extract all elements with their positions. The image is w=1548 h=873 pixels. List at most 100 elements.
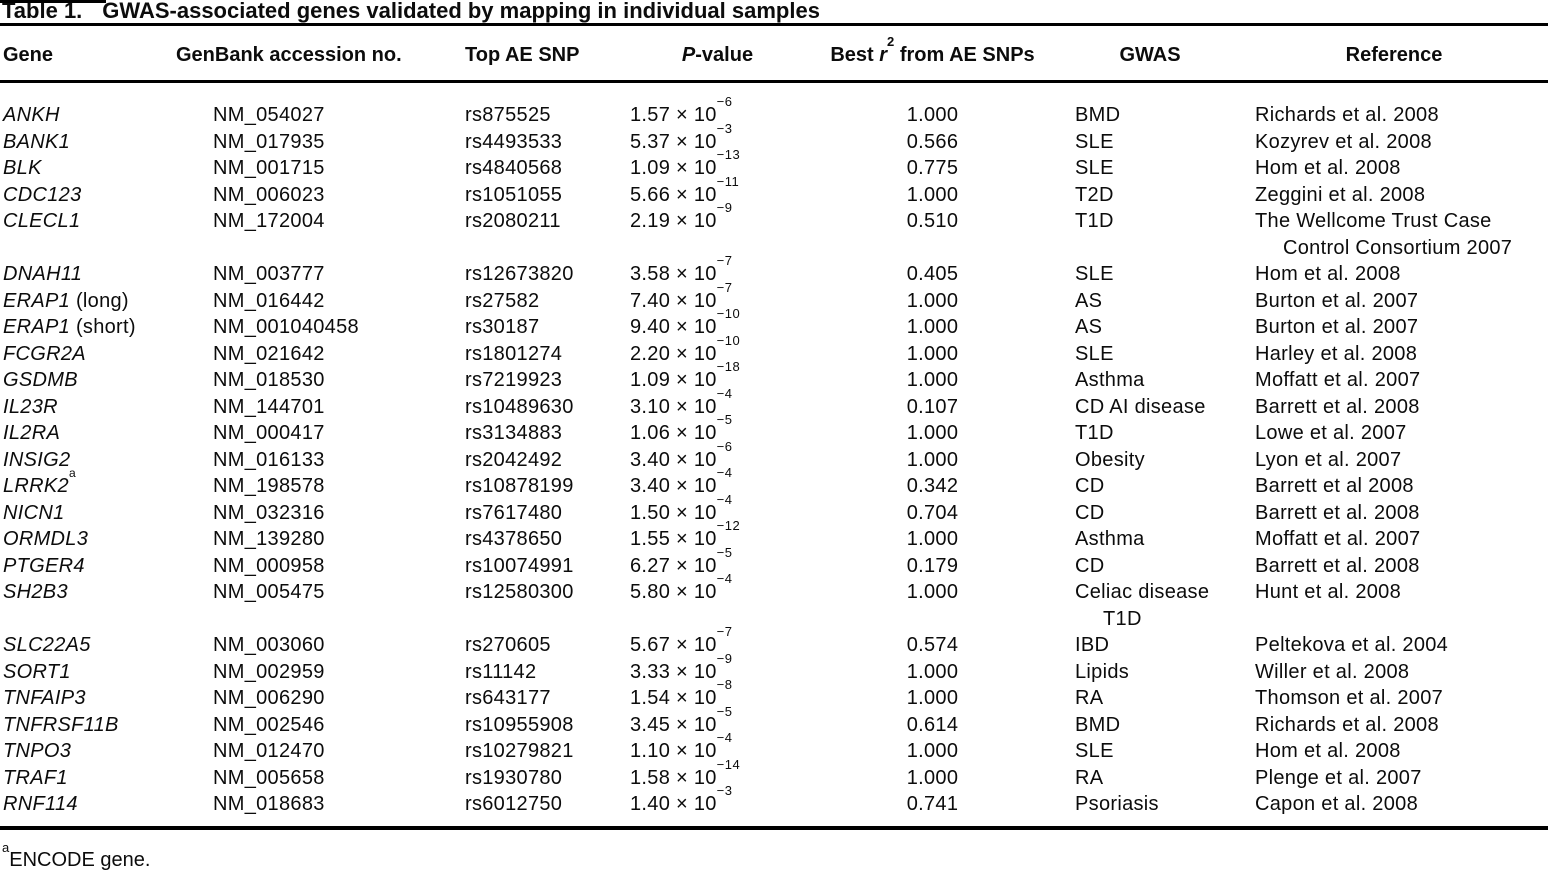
pvalue-cell: 5.80 × 10−4 [630, 571, 733, 603]
table-row: ANKH NM_054027 rs875525 1.57 × 10−6 1.000 BMD… [0, 82, 1548, 129]
gene-symbol: RNF114 [3, 793, 78, 815]
r2-cell: 1.000 [906, 687, 959, 709]
gene-cell: BANK1 [0, 129, 213, 156]
gene-symbol: IL23R [3, 395, 58, 418]
reference-line: Burton et al. 2007 [1255, 289, 1419, 312]
gene-cell: IL23R [0, 394, 213, 421]
pvalue-cell: 1.55 × 10−12 [630, 518, 741, 550]
gwas-cell: CD AI disease [1060, 394, 1240, 421]
genbank-cell: NM_001040458 [213, 316, 359, 338]
reference-cell: Moffatt et al. 2007 [1240, 367, 1548, 394]
pvalue-exponent: −4 [716, 465, 733, 481]
genbank-cell: NM_002959 [213, 660, 325, 683]
reference-line: Richards et al. 2008 [1255, 104, 1439, 126]
table-row: ERAP1 (long) NM_016442 rs27582 7.40 × 10−7 1… [0, 279, 1548, 315]
table-row: IL23R NM_144701 rs10489630 3.10 × 10−4 0.107… [0, 387, 1548, 421]
gene-symbol: CLECL1 [3, 210, 81, 232]
r2-cell: 0.179 [906, 554, 959, 577]
genbank-cell: NM_002546 [213, 713, 325, 736]
snp-cell: rs2042492 [465, 448, 563, 471]
pvalue-cell: 1.40 × 10−3 [630, 783, 733, 815]
reference-cell: Lowe et al. 2007 [1240, 420, 1548, 447]
gwas-line: SLE [1075, 157, 1114, 179]
pvalue-cell: 1.06 × 10−5 [630, 412, 733, 444]
gene-symbol: PTGER4 [3, 554, 85, 577]
r2-cell: 1.000 [906, 422, 959, 444]
top-edge-rule-fragment [0, 0, 106, 3]
reference-line: Thomson et al. 2007 [1255, 687, 1444, 709]
gene-symbol: TNFAIP3 [3, 687, 86, 709]
column-header-gwas: GWAS [1060, 26, 1240, 83]
gwas-line: BMD [1075, 104, 1121, 126]
table-row: DNAH11 NM_003777 rs12673820 3.58 × 10−7 0.40… [0, 253, 1548, 288]
gene-symbol: TNPO3 [3, 740, 72, 762]
genbank-cell: NM_018683 [213, 793, 325, 815]
pvalue-exponent: −3 [716, 120, 733, 136]
gene-symbol: ORMDL3 [3, 528, 89, 550]
reference-line: Moffatt et al. 2007 [1255, 369, 1421, 391]
gwas-line: SLE [1075, 740, 1114, 762]
gwas-cell: CD [1060, 553, 1240, 580]
genbank-cell: NM_198578 [213, 475, 325, 497]
gene-cell: CLECL1 [0, 208, 213, 261]
r2-cell: 1.000 [906, 289, 959, 312]
gene-cell: TNFAIP3 [0, 685, 213, 712]
reference-line: Hom et al. 2008 [1255, 740, 1401, 762]
reference-cell: Barrett et al. 2008 [1240, 394, 1548, 421]
table-row: FCGR2A NM_021642 rs1801274 2.20 × 10−10 1.00… [0, 334, 1548, 368]
r2-cell: 0.566 [906, 130, 959, 153]
column-header-gene: Gene [0, 26, 213, 83]
column-header-top-ae-snp: Top AE SNP [465, 26, 630, 83]
gene-cell: TRAF1 [0, 765, 213, 792]
r2-cell: 0.342 [906, 475, 959, 497]
gwas-cell: SLE [1060, 341, 1240, 368]
pvalue-cell: 1.57 × 10−6 [630, 94, 733, 126]
r2-cell: 1.000 [906, 581, 959, 603]
reference-cell: Barrett et al. 2008 [1240, 500, 1548, 527]
table-row: TNFRSF11B NM_002546 rs10955908 3.45 × 10−5 0… [0, 705, 1548, 739]
pvalue-cell: 3.58 × 10−7 [630, 253, 733, 285]
gene-cell: BLK [0, 155, 213, 182]
table-row: GSDMB NM_018530 rs7219923 1.09 × 10−18 1.000… [0, 360, 1548, 394]
genbank-cell: NM_021642 [213, 342, 325, 365]
reference-line: Barrett et al. 2008 [1255, 501, 1420, 524]
gwas-cell: SLE [1060, 738, 1240, 765]
genbank-cell: NM_016442 [213, 289, 325, 312]
snp-cell: rs10279821 [465, 740, 574, 762]
pvalue-exponent: −8 [716, 677, 733, 693]
gwas-cell: SLE [1060, 129, 1240, 156]
snp-cell: rs27582 [465, 289, 540, 312]
reference-cell: Hunt et al. 2008 [1240, 579, 1548, 632]
gwas-cell: BMD [1060, 712, 1240, 739]
snp-cell: rs10955908 [465, 713, 574, 736]
gwas-line: Asthma [1075, 369, 1145, 391]
gwas-cell: SLE [1060, 155, 1240, 182]
snp-cell: rs12673820 [465, 263, 574, 285]
genbank-cell: NM_000417 [213, 422, 325, 444]
r2-cell: 0.405 [906, 263, 959, 285]
gwas-line: CD AI disease [1075, 395, 1206, 418]
gwas-cell: SLE [1060, 261, 1240, 288]
pvalue-cell: 7.40 × 10−7 [630, 279, 733, 312]
gwas-line: Psoriasis [1075, 793, 1159, 815]
gene-symbol: SLC22A5 [3, 634, 91, 656]
gene-symbol: ERAP1 [3, 289, 71, 312]
r2-cell: 0.574 [906, 634, 959, 656]
reference-cell: Capon et al. 2008 [1240, 791, 1548, 828]
pvalue-cell: 3.33 × 10−9 [630, 650, 733, 683]
reference-cell: Plenge et al. 2007 [1240, 765, 1548, 792]
gwas-line: CD [1075, 475, 1105, 497]
gene-symbol: ANKH [3, 104, 60, 126]
gwas-line: T2D [1075, 183, 1114, 206]
pvalue-cell: 3.40 × 10−6 [630, 438, 733, 471]
pvalue-exponent: −7 [716, 279, 733, 295]
pvalue-exponent: −7 [716, 253, 733, 269]
r2-cell: 0.775 [906, 157, 959, 179]
r2-cell: 1.000 [906, 740, 959, 762]
gwas-line: SLE [1075, 263, 1114, 285]
pvalue-cell: 5.37 × 10−3 [630, 120, 733, 153]
reference-line: Zeggini et al. 2008 [1255, 183, 1426, 206]
reference-cell: Barrett et al 2008 [1240, 473, 1548, 500]
gene-cell: LRRK2a [0, 467, 213, 500]
gwas-line: AS [1075, 316, 1103, 338]
